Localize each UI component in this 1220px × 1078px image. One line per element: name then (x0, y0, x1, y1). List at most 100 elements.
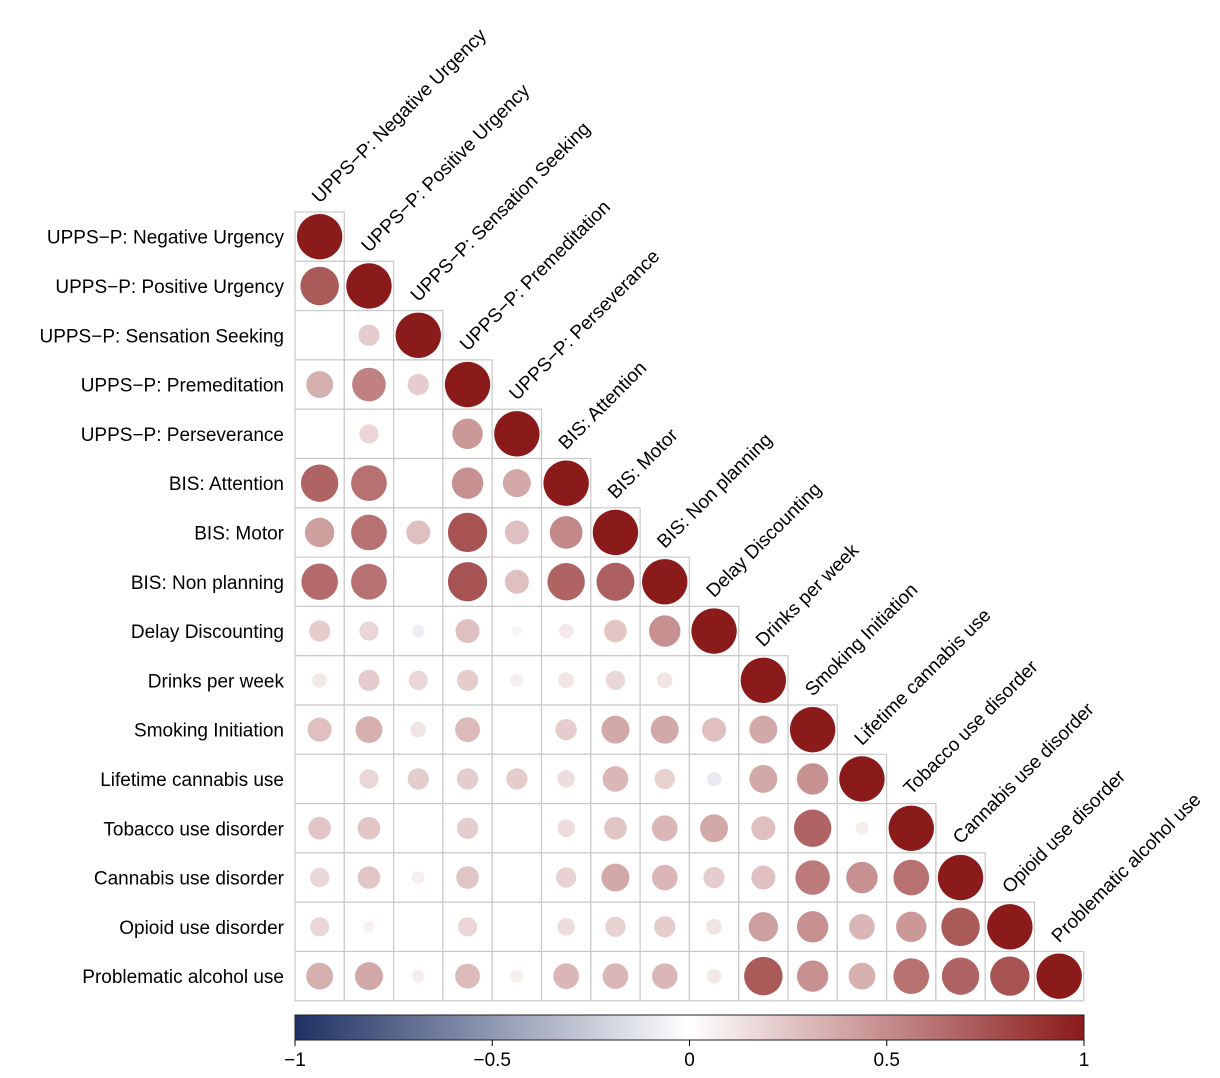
correlation-circle (547, 563, 585, 601)
correlation-circle (558, 623, 574, 639)
correlation-circle (656, 672, 673, 689)
correlation-circle (555, 719, 577, 741)
correlation-circle (557, 770, 575, 788)
correlation-circle (700, 814, 729, 843)
colorbar-tick-label: −0.5 (473, 1050, 511, 1071)
matrix-cell (393, 901, 444, 953)
colorbar-ticks: −1 −0.5 0 0.5 1 (284, 1040, 1089, 1071)
correlation-circle (557, 819, 575, 838)
correlation-circle (354, 962, 383, 991)
correlation-circle (849, 914, 875, 940)
correlation-circle (557, 918, 575, 936)
correlation-circle (300, 266, 339, 306)
column-label: UPPS−P: Positive Urgency (358, 80, 535, 257)
matrix-cell (688, 655, 740, 706)
correlation-circle (706, 918, 722, 935)
correlation-circle (601, 863, 630, 892)
colorbar-tick-label: 1 (1079, 1050, 1090, 1071)
correlation-circle (749, 715, 778, 744)
matrix-cell (491, 704, 543, 755)
correlation-circle (352, 367, 386, 402)
row-label: BIS: Non planning (131, 573, 284, 594)
correlation-circle (308, 816, 331, 840)
matrix-cell (393, 408, 444, 460)
correlation-circle (751, 816, 776, 841)
correlation-circle (301, 563, 338, 601)
correlation-circle (651, 815, 678, 842)
correlation-circle (456, 866, 479, 889)
correlation-circle (553, 963, 579, 989)
correlation-circle (706, 968, 722, 984)
correlation-circle (941, 907, 980, 947)
matrix-cell (393, 556, 444, 607)
correlation-circle (604, 816, 627, 840)
correlation-circle (504, 569, 529, 594)
correlation-circle (306, 371, 334, 398)
correlation-circle (650, 715, 679, 744)
matrix-cell (294, 408, 345, 460)
correlation-circle (455, 619, 480, 644)
correlation-circle (357, 816, 381, 840)
row-label: Drinks per week (148, 671, 285, 692)
correlation-circle (702, 717, 727, 742)
correlation-circle (855, 821, 869, 835)
correlation-circle (447, 512, 488, 553)
correlation-circle (411, 969, 425, 983)
correlation-circle (346, 263, 392, 309)
row-label: UPPS−P: Sensation Seeking (39, 326, 284, 347)
colorbar-tick-label: −1 (284, 1050, 306, 1071)
correlation-circle (410, 721, 427, 738)
correlation-circle (893, 859, 930, 896)
correlation-circle (793, 809, 832, 847)
row-label: UPPS−P: Positive Urgency (55, 277, 284, 298)
correlation-circle (796, 763, 829, 795)
correlation-circle (706, 771, 722, 787)
correlation-circle (494, 411, 540, 457)
matrix-cells (294, 211, 1085, 1002)
colorbar-bar (294, 1014, 1085, 1041)
matrix-cell (393, 802, 444, 854)
correlation-circle (447, 562, 488, 602)
correlation-circle (310, 917, 330, 937)
row-label: BIS: Motor (194, 523, 284, 544)
matrix-cell (294, 310, 345, 361)
row-label: UPPS−P: Premeditation (81, 376, 284, 397)
correlation-circle (452, 418, 483, 450)
row-label: Delay Discounting (131, 622, 284, 643)
correlation-circle (602, 963, 629, 989)
correlation-circle (510, 673, 524, 687)
row-label: UPPS−P: Perseverance (81, 425, 284, 446)
correlation-circle (407, 768, 429, 790)
correlation-circle (351, 563, 387, 600)
correlation-circle (357, 866, 381, 889)
correlation-circle (456, 768, 479, 790)
correlation-circle (596, 562, 635, 601)
correlation-circle (309, 620, 331, 642)
correlation-circle (307, 717, 332, 742)
correlation-circle (359, 769, 379, 789)
correlation-circle (502, 469, 531, 498)
row-label: Tobacco use disorder (103, 819, 284, 840)
correlation-circle (543, 460, 589, 506)
matrix-cell (491, 507, 543, 558)
correlation-circle (748, 912, 779, 942)
correlation-circle (654, 916, 676, 938)
row-label: Problematic alcohol use (82, 967, 284, 988)
correlation-circle (359, 621, 379, 641)
correlation-circle (351, 514, 387, 551)
column-label: Drinks per week (752, 540, 864, 652)
correlation-circle (691, 608, 737, 654)
matrix-cell (491, 852, 543, 903)
correlation-circle (456, 817, 479, 839)
column-label: BIS: Attention (555, 358, 651, 454)
correlation-circle (306, 962, 334, 990)
correlation-circle (795, 860, 830, 895)
matrix-cell (491, 901, 543, 953)
correlation-circle (406, 520, 431, 545)
correlation-circle (896, 911, 927, 943)
correlation-circle (358, 669, 380, 691)
correlation-circle (411, 871, 425, 884)
correlation-circle (407, 373, 429, 396)
correlation-circle (796, 911, 829, 943)
correlation-circle (304, 517, 335, 548)
